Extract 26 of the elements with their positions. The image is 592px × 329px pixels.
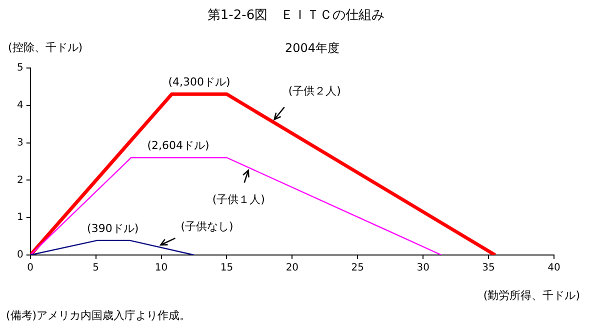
y-axis-title: (控除、千ドル) <box>8 40 83 55</box>
x-tick-label: 0 <box>27 262 34 274</box>
y-tick-label: 4 <box>16 100 24 111</box>
x-tick-label: 15 <box>220 262 234 274</box>
annotation: (2,604ドル) <box>147 138 210 152</box>
chart-subtitle: 2004年度 <box>285 40 340 57</box>
series-label: (子供１人) <box>212 193 265 206</box>
x-tick-label: 30 <box>416 262 430 274</box>
y-tick-label: 0 <box>16 250 24 261</box>
y-tick-label: 5 <box>16 62 24 74</box>
y-tick-label: 2 <box>16 174 24 186</box>
x-tick-label: 10 <box>154 262 168 274</box>
annotation: (390ドル) <box>87 222 139 235</box>
x-tick-label: 25 <box>351 262 364 274</box>
text: (子供２人) <box>288 84 341 98</box>
text: (備考)アメリカ内国歳入庁より作成。 <box>6 308 191 323</box>
x-axis-title: (勤労所得、千ドル) <box>483 288 580 303</box>
annotation: (4,300ドル) <box>168 76 230 89</box>
x-tick-label: 40 <box>548 262 560 274</box>
x-tick-label: 5 <box>92 262 100 274</box>
series-label: (子供なし) <box>180 220 234 233</box>
y-tick-label: 3 <box>16 137 24 148</box>
x-tick-label: 20 <box>286 262 299 274</box>
x-tick-label: 35 <box>482 262 495 274</box>
chart-title: 第1-2-6図 ＥＩＴＣの仕組み <box>206 7 386 24</box>
y-tick-label: 1 <box>16 212 24 224</box>
